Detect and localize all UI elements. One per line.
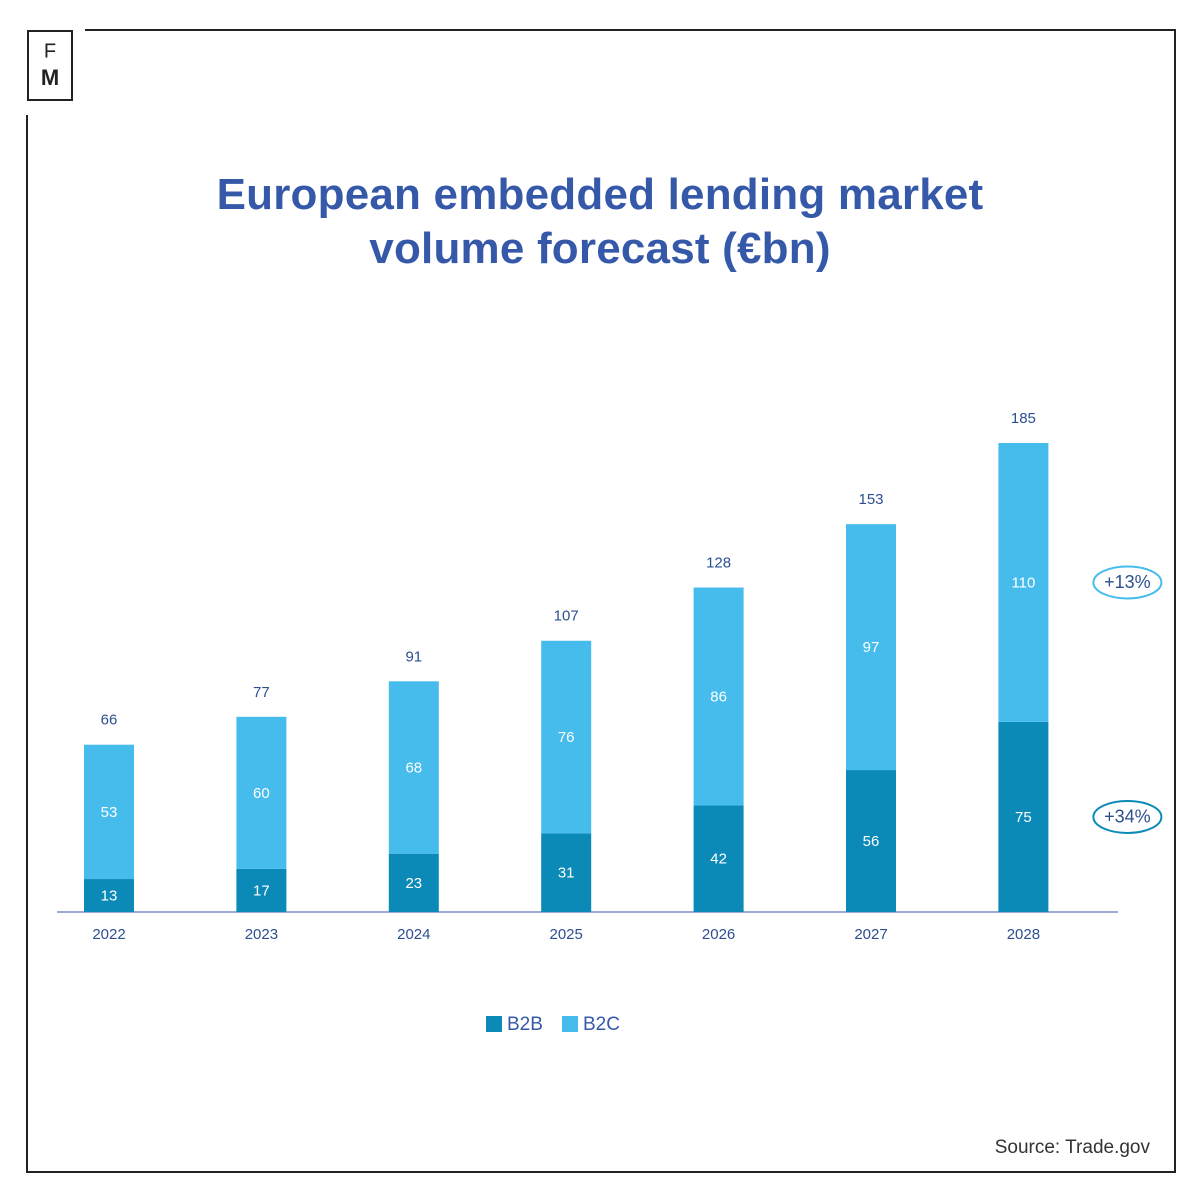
annotation: +13%: [1104, 572, 1151, 592]
legend-swatch: [562, 1016, 578, 1032]
segment-label: 56: [863, 833, 880, 850]
legend-swatch: [486, 1016, 502, 1032]
bar-segment: [693, 805, 744, 912]
segment-label: 76: [558, 729, 575, 746]
segment-label: 23: [405, 875, 422, 892]
bar-segment: [846, 770, 896, 912]
total-label: 185: [1011, 410, 1036, 427]
segment-label: 17: [253, 882, 270, 899]
bar-segment: [388, 853, 439, 912]
bar-segment: [541, 640, 592, 834]
x-tick-label: 2025: [550, 926, 583, 943]
x-tick-label: 2026: [702, 926, 735, 943]
bar-segment: [84, 879, 134, 912]
frame: [26, 29, 1176, 1173]
segment-label: 53: [101, 804, 118, 821]
bar-segment: [388, 681, 439, 854]
segment-label: 13: [101, 887, 118, 904]
bar-segment: [998, 721, 1049, 912]
total-label: 91: [405, 648, 422, 665]
legend-label: B2C: [583, 1014, 620, 1035]
segment-label: 110: [1011, 574, 1035, 591]
segment-label: 68: [405, 759, 422, 776]
bar-segment: [846, 524, 896, 771]
total-label: 77: [253, 684, 270, 701]
x-tick-label: 2023: [245, 926, 278, 943]
bar-segment: [236, 868, 287, 912]
bar-segment: [541, 833, 592, 912]
segment-label: 86: [710, 688, 727, 705]
logo-box: [27, 30, 73, 101]
bar-segment: [84, 744, 134, 880]
chart-title: European embedded lending market volume …: [216, 170, 984, 273]
segment-label: 60: [253, 785, 270, 802]
logo-top: F: [44, 40, 56, 62]
annotation: +34%: [1104, 807, 1151, 827]
source: Source: Trade.gov: [995, 1137, 1151, 1158]
total-label: 107: [554, 608, 579, 625]
bar-segment: [693, 587, 744, 806]
total-label: 128: [706, 554, 731, 571]
x-tick-label: 2028: [1007, 926, 1040, 943]
x-tick-label: 2024: [397, 926, 430, 943]
segment-label: 42: [710, 851, 727, 868]
total-label: 153: [858, 491, 883, 508]
segment-label: 97: [863, 639, 880, 656]
legend-label: B2B: [507, 1014, 543, 1035]
bar-segment: [236, 716, 287, 869]
segment-label: 75: [1015, 809, 1032, 826]
x-tick-label: 2027: [854, 926, 887, 943]
annotation-ring: [1092, 565, 1163, 600]
annotation-ring: [1092, 799, 1163, 834]
x-tick-label: 2022: [92, 926, 125, 943]
bar-segment: [998, 443, 1049, 722]
total-label: 66: [101, 712, 118, 729]
segment-label: 31: [558, 865, 575, 882]
logo-bottom: M: [41, 65, 59, 90]
